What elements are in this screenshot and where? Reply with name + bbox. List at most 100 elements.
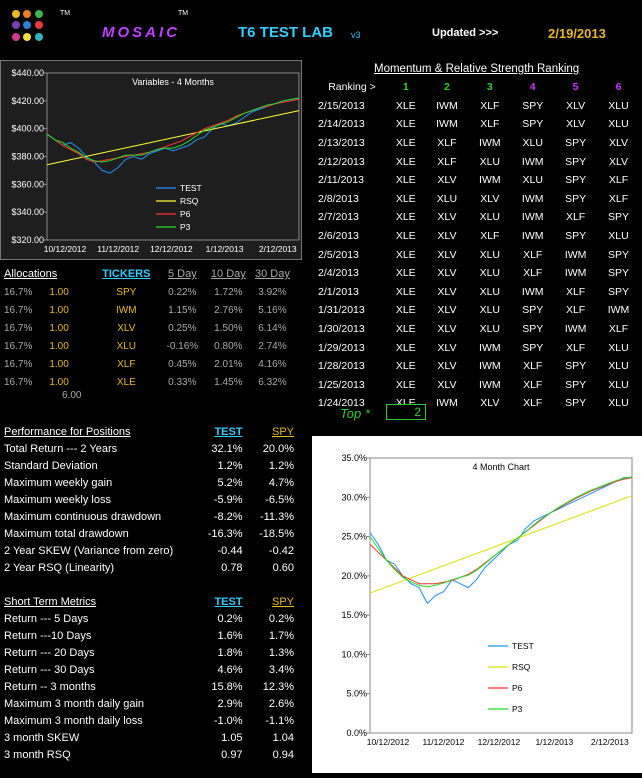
metric-row: Total Return --- 2 Years 32.1% 20.0% <box>4 440 294 457</box>
allocation-t: XLF <box>117 358 136 370</box>
y-tick-label: 15.0% <box>341 610 367 620</box>
ranking-ticker: XLU <box>608 378 629 391</box>
ranking-col-4: 4 <box>529 81 536 94</box>
ranking-ticker: IWM <box>479 360 501 373</box>
y-tick-label: $440.00 <box>11 68 44 78</box>
metric-spy-value: -11.3% <box>259 510 294 523</box>
metric-row: Return -- 3 months 15.8% 12.3% <box>4 678 294 695</box>
ranking-ticker: SPY <box>565 192 587 205</box>
top-count-input[interactable]: 2 <box>386 404 426 420</box>
allocation-t: XLE <box>116 376 136 388</box>
ranking-row: 2/15/2013 XLE IWM XLF SPY XLV XLU <box>318 97 640 116</box>
allocation-pct: 16.7% <box>4 304 33 316</box>
metric-test-value: 4.6% <box>217 663 243 676</box>
y-tick-label: $360.00 <box>11 179 44 189</box>
ranking-ticker: XLF <box>608 323 629 336</box>
short-term-test-header: TEST <box>214 595 243 608</box>
ranking-ticker: XLE <box>395 248 416 261</box>
performance-spy-header: SPY <box>271 425 294 438</box>
ranking-ticker: SPY <box>522 323 544 336</box>
ranking-date: 2/13/2013 <box>318 137 365 150</box>
ranking-col-2: 2 <box>444 81 450 94</box>
ranking-ticker: IWM <box>564 267 587 280</box>
ranking-col-6: 6 <box>615 81 622 94</box>
metric-label: Maximum 3 month daily gain <box>4 697 145 710</box>
metric-spy-value: 0.60 <box>272 561 294 574</box>
updated-date: 2/19/2013 <box>548 26 606 41</box>
ranking-ticker: XLV <box>437 341 457 354</box>
allocation-row: 16.7% 1.00 XLV 0.25% 1.50% 6.14% <box>4 319 294 337</box>
ranking-ticker: XLF <box>565 341 586 354</box>
y-tick-label: 20.0% <box>341 571 367 581</box>
ranking-ticker: XLV <box>437 230 457 243</box>
y-tick-label: $400.00 <box>11 124 44 134</box>
ranking-ticker: IWM <box>479 378 501 391</box>
x-tick-label: 11/12/2012 <box>97 244 139 254</box>
ranking-date: 1/24/2013 <box>318 397 365 410</box>
metric-row: Return --- 30 Days 4.6% 3.4% <box>4 661 294 678</box>
ranking-date: 2/14/2013 <box>318 118 365 131</box>
ranking-ticker: XLU <box>479 155 501 168</box>
x-tick-label: 10/12/2012 <box>367 737 410 747</box>
metric-spy-value: 0.94 <box>272 748 294 761</box>
ranking-row: 2/12/2013 XLE XLF XLU IWM SPY XLV <box>318 152 640 171</box>
metric-label: 2 Year RSQ (Linearity) <box>4 561 115 574</box>
ranking-ticker: XLV <box>608 155 629 168</box>
ranking-ticker: XLE <box>395 285 416 298</box>
ranking-ticker: SPY <box>565 137 587 150</box>
ranking-ticker: IWM <box>436 118 458 131</box>
allocation-total: 6.00 <box>62 390 82 401</box>
y-tick-label: $420.00 <box>11 96 44 106</box>
ranking-ticker: XLF <box>523 378 543 391</box>
ranking-date: 2/5/2013 <box>318 248 359 261</box>
ranking-row: 2/5/2013 XLE XLV XLU XLF IWM SPY <box>318 245 640 264</box>
ranking-ticker: XLE <box>395 323 416 336</box>
allocation-d10: 1.45% <box>214 376 243 388</box>
ranking-date: 2/8/2013 <box>318 192 359 205</box>
legend-label: TEST <box>512 641 534 651</box>
ranking-row: 2/4/2013 XLE XLV XLU XLF IWM SPY <box>318 264 640 283</box>
ranking-ticker: XLE <box>395 230 416 243</box>
ranking-date: 1/31/2013 <box>318 304 365 317</box>
ranking-col-1: 1 <box>402 81 409 94</box>
ranking-ticker: XLU <box>608 230 629 243</box>
ranking-table: Ranking > 1 2 3 4 5 6 2/15/2013 XLE IWM XLF SPY XL… <box>318 78 640 413</box>
ranking-ticker: SPY <box>608 285 630 298</box>
trademark-mark: TM <box>60 10 71 17</box>
x-tick-label: 1/12/2013 <box>535 737 573 747</box>
updated-label: Updated >>> <box>432 27 499 39</box>
metric-spy-value: 12.3% <box>262 680 294 693</box>
ranking-ticker: IWM <box>479 341 501 354</box>
ranking-label: Ranking > <box>328 81 376 94</box>
logo-dot <box>23 21 32 30</box>
x-tick-label: 12/12/2012 <box>478 737 521 747</box>
short-term-table: Short Term Metrics TEST SPY Return --- 5… <box>4 593 294 763</box>
ranking-row: 2/8/2013 XLE XLU XLV IWM SPY XLF <box>318 190 640 209</box>
metric-spy-value: -1.1% <box>265 714 294 727</box>
series-line-p3 <box>46 97 300 163</box>
allocation-d5: -0.16% <box>166 340 199 352</box>
top-label: Top * <box>340 406 370 421</box>
ranking-ticker: IWM <box>479 137 501 150</box>
allocation-d5: 0.33% <box>168 376 197 388</box>
metric-test-value: 32.1% <box>211 442 243 455</box>
legend-label: P6 <box>512 683 523 693</box>
ranking-ticker: XLF <box>608 174 629 187</box>
ranking-ticker: XLV <box>437 174 457 187</box>
ranking-ticker: XLF <box>437 155 457 168</box>
ranking-ticker: XLF <box>437 137 457 150</box>
allocation-pct: 16.7% <box>4 376 33 388</box>
allocation-d10: 1.72% <box>214 286 243 298</box>
allocation-t: SPY <box>116 286 137 298</box>
metric-test-value: 0.78 <box>221 561 243 574</box>
allocation-d30: 2.74% <box>258 340 287 352</box>
metric-row: Return --- 5 Days 0.2% 0.2% <box>4 610 294 627</box>
metric-spy-value: 0.2% <box>268 612 294 625</box>
metric-label: Maximum weekly gain <box>4 476 113 489</box>
ranking-ticker: XLF <box>523 267 543 280</box>
ranking-ticker: XLU <box>436 192 458 205</box>
ranking-ticker: XLU <box>608 360 629 373</box>
metric-label: Return --- 30 Days <box>4 663 95 676</box>
metric-row: Maximum 3 month daily loss -1.0% -1.1% <box>4 712 294 729</box>
performance-test-header: TEST <box>214 425 243 438</box>
